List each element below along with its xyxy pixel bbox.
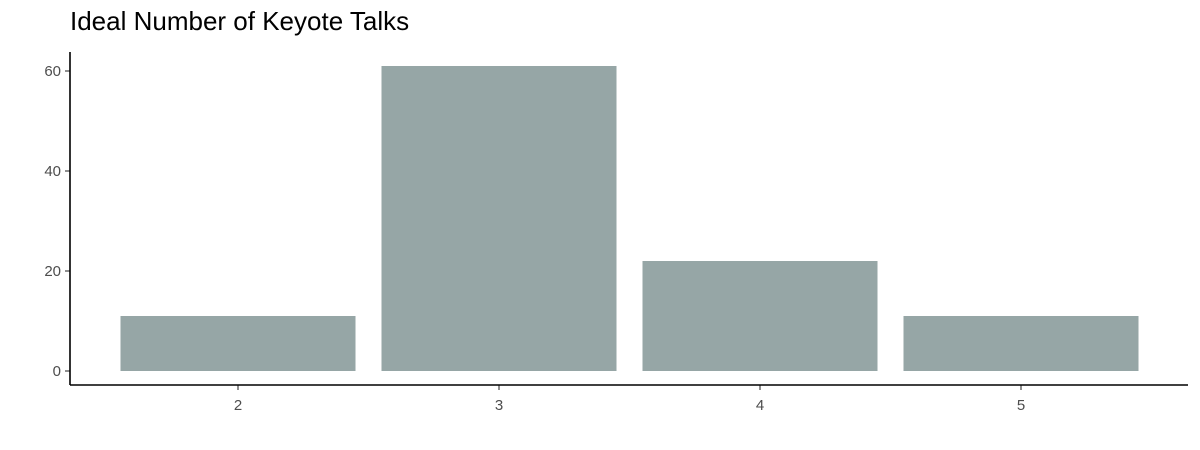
bar-3	[381, 66, 617, 371]
bar-5	[903, 316, 1139, 371]
y-tick-label-20: 20	[44, 263, 61, 280]
bars-layer	[120, 66, 1139, 371]
ticks-layer: 2 3 4 5 0 20 40 60	[44, 63, 1025, 414]
bar-2	[120, 316, 356, 371]
y-tick-label-0: 0	[53, 363, 61, 380]
chart-title: Ideal Number of Keyote Talks	[70, 6, 410, 36]
y-tick-label-40: 40	[44, 163, 61, 180]
x-tick-label-5: 5	[1017, 397, 1025, 414]
bar-4	[642, 261, 878, 371]
x-tick-label-2: 2	[234, 397, 242, 414]
x-tick-label-4: 4	[756, 397, 764, 414]
x-tick-label-3: 3	[495, 397, 503, 414]
y-tick-label-60: 60	[44, 63, 61, 80]
